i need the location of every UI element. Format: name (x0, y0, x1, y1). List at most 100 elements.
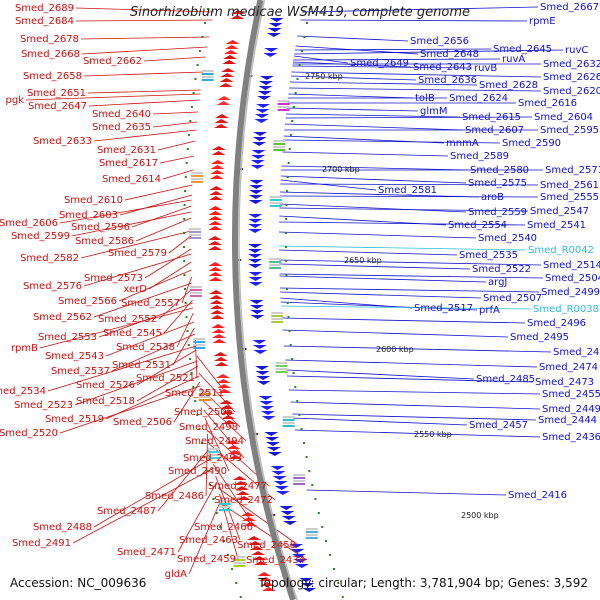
forward-gene-arrow (210, 170, 225, 174)
feature-block (273, 143, 286, 145)
right-leader-line (279, 245, 527, 251)
forward-gene-arrow (210, 310, 225, 314)
right-leader-line (280, 291, 482, 299)
feature-block (193, 347, 206, 349)
tick-dot (300, 428, 303, 430)
reverse-gene-arrow (300, 583, 315, 587)
forward-gene-arrow (253, 561, 268, 565)
forward-gene-arrow (230, 15, 245, 19)
reverse-gene-arrow (268, 23, 283, 27)
right-gene-label: rpmE (529, 16, 556, 27)
feature-block (305, 537, 318, 539)
tick-dot (286, 190, 289, 192)
forward-gene-arrow (211, 151, 226, 155)
tick-dot (235, 582, 238, 584)
reverse-gene-arrow (249, 185, 264, 189)
reverse-gene-arrow (248, 259, 263, 263)
left-leader-line (71, 211, 192, 237)
right-leader-line (279, 273, 544, 279)
left-gene-label: Smed_2635 (92, 122, 151, 133)
left-gene-label: Smed_2526 (76, 380, 135, 391)
left-leader-line (111, 333, 196, 372)
forward-gene-arrow (208, 211, 223, 215)
feature-block (189, 289, 202, 291)
forward-gene-arrow (225, 440, 240, 444)
tick-dot (189, 120, 192, 122)
left-leader-line (131, 205, 192, 228)
reverse-gene-arrow (252, 345, 267, 349)
forward-gene-arrow (209, 305, 224, 309)
right-gene-label: Smed_2535 (459, 250, 518, 261)
left-gene-label: Smed_2490 (168, 466, 227, 477)
right-gene-label: Smed_2457 (469, 420, 528, 431)
left-leader-line (88, 99, 200, 107)
tick-dot (292, 106, 295, 108)
forward-gene-arrow (224, 45, 239, 49)
right-leader-line (306, 489, 507, 496)
feature-block (201, 70, 214, 72)
feature-block (208, 457, 221, 459)
tick-dot (185, 316, 188, 318)
reverse-gene-arrow (248, 229, 263, 233)
left-gene-label: Smed_2534 (0, 386, 46, 397)
forward-gene-arrow (220, 410, 235, 414)
forward-gene-arrow (217, 389, 232, 393)
feature-block (271, 315, 284, 317)
right-leader-line (281, 317, 526, 324)
tick-dot (189, 358, 192, 360)
right-gene-label: Smed_2589 (450, 151, 509, 162)
tick-dot (190, 372, 193, 374)
reverse-gene-arrow (256, 376, 271, 380)
reverse-gene-arrow (261, 416, 276, 420)
reverse-gene-arrow (259, 401, 274, 405)
left-gene-label: Smed_2617 (99, 158, 158, 169)
tick-dot (294, 92, 297, 94)
reverse-gene-arrow (271, 471, 286, 475)
tick-dot (186, 148, 189, 150)
tick-dot (314, 498, 317, 500)
tick-dot (183, 204, 186, 206)
left-gene-label: Smed_2562 (33, 312, 92, 323)
left-leader-line (205, 433, 208, 497)
forward-gene-arrow (214, 362, 229, 366)
feature-block (269, 267, 282, 269)
right-leader-line (279, 191, 480, 198)
tick-dot (292, 372, 295, 374)
forward-gene-arrow (219, 400, 234, 404)
forward-gene-arrow (208, 246, 223, 250)
left-gene-label: Smed_2553 (38, 332, 97, 343)
tick-dot (308, 8, 311, 10)
left-gene-label: Smed_2579 (108, 248, 167, 259)
left-gene-label: Smed_2566 (58, 296, 117, 307)
left-leader-line (87, 89, 201, 94)
reverse-gene-arrow (248, 200, 263, 204)
reverse-gene-arrow (248, 214, 263, 218)
feature-block (277, 103, 290, 105)
left-leader-line (93, 457, 213, 528)
left-leader-line (172, 327, 195, 366)
left-gene-label: Smed_2684 (15, 16, 74, 27)
left-gene-label: Smed_2488 (33, 522, 92, 533)
reverse-gene-arrow (302, 588, 317, 592)
forward-gene-arrow (222, 60, 237, 64)
left-leader-line (204, 417, 230, 472)
left-leader-line (59, 385, 201, 434)
tick-dot (291, 120, 294, 122)
left-gene-label: Smed_2658 (23, 71, 82, 82)
right-leader-line (290, 75, 417, 81)
tick-dot (300, 50, 303, 52)
reverse-gene-arrow (265, 442, 280, 446)
tick-dot (203, 456, 206, 458)
left-gene-label: Smed_2458 (237, 540, 296, 551)
right-leader-line (288, 389, 541, 395)
right-gene-label: glmM (420, 106, 448, 117)
reverse-gene-arrow (248, 244, 263, 248)
right-leader-line (279, 259, 542, 266)
tick-dot (183, 274, 186, 276)
left-gene-label: Smed_2493 (183, 453, 242, 464)
right-gene-label: Smed_2554 (448, 220, 507, 231)
tick-dot (308, 470, 311, 472)
reverse-gene-arrow (265, 437, 280, 441)
left-gene-label: Smed_2459 (177, 554, 236, 565)
left-leader-line (212, 463, 256, 528)
